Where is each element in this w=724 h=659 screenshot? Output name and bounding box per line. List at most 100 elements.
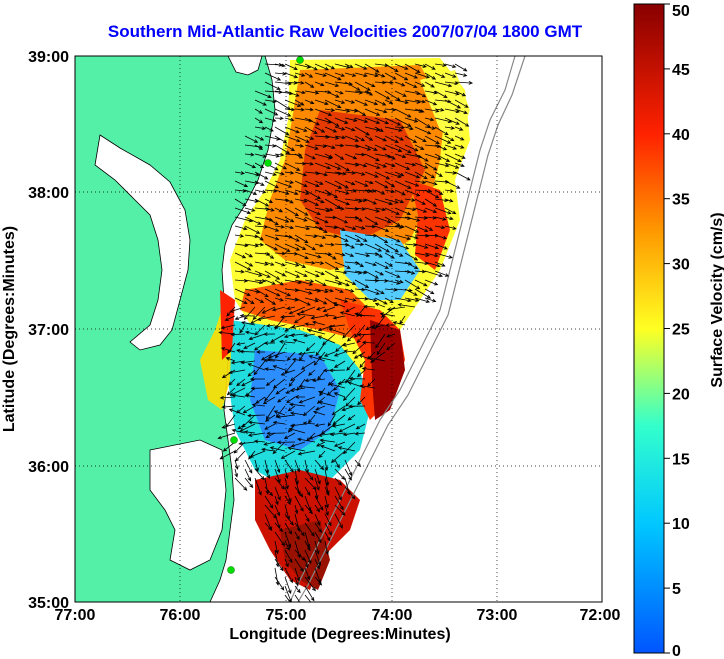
velocity-arrow (274, 251, 287, 256)
velocity-arrow (341, 405, 356, 412)
velocity-arrow (414, 243, 429, 249)
velocity-arrow (264, 126, 274, 132)
velocity-arrow (384, 99, 394, 104)
velocity-arrow (254, 90, 272, 99)
velocity-arrow (254, 99, 267, 106)
velocity-arrow (394, 180, 412, 189)
velocity-arrow (265, 323, 276, 328)
velocity-arrow (434, 162, 450, 168)
velocity-arrow (434, 81, 453, 88)
velocity-arrow (264, 234, 280, 241)
radar-station (296, 56, 304, 64)
velocity-arrow (334, 198, 351, 206)
velocity-arrow (324, 99, 342, 108)
velocity-arrow (324, 180, 343, 189)
velocity-arrow (434, 126, 449, 136)
velocity-arrow (454, 153, 466, 159)
velocity-arrow (384, 80, 394, 85)
velocity-arrow (224, 315, 236, 321)
velocity-arrow (334, 513, 343, 529)
velocity-arrow (324, 207, 334, 212)
velocity-arrow (434, 225, 446, 230)
velocity-arrow (304, 297, 320, 303)
velocity-arrow (307, 414, 316, 424)
velocity-arrow (324, 189, 339, 199)
velocity-arrow (444, 144, 458, 150)
velocity-arrow (444, 180, 461, 189)
velocity-arrow (364, 90, 374, 96)
velocity-arrow (239, 324, 246, 334)
velocity-arrow (404, 288, 418, 296)
velocity-arrow (265, 405, 276, 420)
velocity-arrow (234, 225, 248, 231)
velocity-arrow (444, 72, 457, 78)
velocity-arrow (344, 135, 360, 142)
velocity-arrow (414, 171, 428, 180)
velocity-arrow (254, 135, 265, 141)
velocity-arrow (284, 107, 296, 112)
velocity-arrow (333, 360, 346, 368)
velocity-arrow (254, 477, 262, 496)
velocity-arrow (364, 261, 377, 267)
velocity-arrow (304, 504, 313, 515)
velocity-arrow (334, 180, 349, 189)
velocity-arrow (286, 396, 296, 404)
velocity-arrow (424, 225, 434, 231)
velocity-arrow (334, 495, 344, 511)
velocity-arrow (264, 468, 270, 479)
velocity-arrow (404, 81, 418, 88)
velocity-arrow (253, 342, 266, 351)
velocity-arrow (394, 279, 404, 284)
velocity-arrow (324, 531, 331, 542)
velocity-arrow (334, 72, 346, 77)
velocity-arrow (354, 242, 365, 247)
velocity-arrow (314, 288, 329, 294)
velocity-arrow (288, 427, 306, 434)
velocity-arrow (254, 108, 263, 114)
velocity-arrow (304, 180, 320, 188)
velocity-arrow (294, 99, 305, 106)
velocity-arrow (284, 360, 296, 374)
velocity-arrow (374, 297, 388, 305)
colorbar-tick-label: 20 (672, 386, 690, 403)
velocity-arrow (424, 153, 442, 160)
velocity-arrow (354, 279, 370, 288)
velocity-arrow (284, 126, 300, 134)
velocity-arrow (394, 234, 411, 241)
velocity-arrow (304, 72, 314, 78)
velocity-arrow (315, 405, 326, 411)
velocity-arrow (404, 117, 419, 123)
x-tick-label: 75:00 (266, 607, 307, 624)
velocity-arrow (304, 279, 315, 283)
velocity-arrow (236, 405, 246, 414)
velocity-arrow (334, 234, 349, 242)
velocity-arrow (334, 486, 342, 501)
velocity-arrow (294, 576, 299, 587)
velocity-arrow (374, 162, 388, 168)
velocity-arrow (344, 486, 356, 500)
velocity-arrow (249, 377, 266, 381)
velocity-arrow (364, 297, 378, 302)
velocity-arrow (386, 342, 396, 351)
velocity-arrow (394, 189, 406, 196)
velocity-arrow (274, 297, 284, 302)
velocity-arrow (234, 171, 246, 175)
velocity-arrow (334, 252, 346, 257)
velocity-arrow (324, 288, 334, 293)
velocity-arrow (238, 441, 256, 446)
velocity-arrow (289, 423, 306, 428)
velocity-arrow (274, 63, 286, 68)
velocity-arrow (387, 306, 406, 312)
velocity-arrow (314, 180, 324, 185)
velocity-arrow (289, 402, 306, 407)
velocity-arrow (404, 225, 420, 233)
velocity-arrow (302, 405, 316, 417)
velocity-arrow (254, 297, 265, 303)
velocity-arrow (354, 324, 366, 338)
velocity-arrow (346, 360, 356, 371)
velocity-arrow (242, 405, 256, 414)
velocity-arrow (314, 171, 328, 177)
velocity-arrow (234, 252, 247, 259)
velocity-arrow (344, 162, 360, 167)
